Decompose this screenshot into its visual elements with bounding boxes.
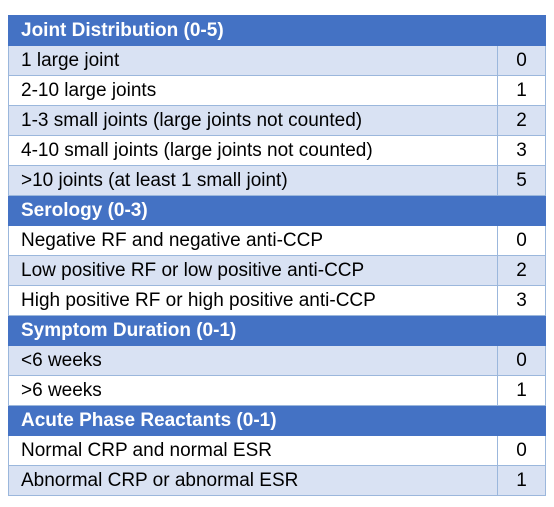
table-row: 2-10 large joints 1 xyxy=(8,75,546,106)
table-row: 4-10 small joints (large joints not coun… xyxy=(8,135,546,166)
table-row: >6 weeks 1 xyxy=(8,375,546,406)
criterion-label: <6 weeks xyxy=(8,345,498,376)
criterion-score: 0 xyxy=(497,225,546,256)
criterion-label: 4-10 small joints (large joints not coun… xyxy=(8,135,498,166)
criterion-score: 0 xyxy=(497,45,546,76)
criterion-score: 1 xyxy=(497,75,546,106)
criterion-score: 0 xyxy=(497,435,546,466)
section-title: Serology (0-3) xyxy=(8,195,498,226)
criterion-score: 1 xyxy=(497,375,546,406)
criterion-score: 1 xyxy=(497,465,546,496)
section-title: Joint Distribution (0-5) xyxy=(8,15,546,46)
criterion-label: 2-10 large joints xyxy=(8,75,498,106)
table-row: Abnormal CRP or abnormal ESR 1 xyxy=(8,465,546,496)
section-header-serology: Serology (0-3) xyxy=(8,195,546,226)
criterion-label: Low positive RF or low positive anti-CCP xyxy=(8,255,498,286)
criterion-score: 3 xyxy=(497,285,546,316)
criterion-label: 1-3 small joints (large joints not count… xyxy=(8,105,498,136)
criterion-score: 2 xyxy=(497,105,546,136)
table-row: Low positive RF or low positive anti-CCP… xyxy=(8,255,546,286)
criterion-label: Normal CRP and normal ESR xyxy=(8,435,498,466)
table-row: 1 large joint 0 xyxy=(8,45,546,76)
section-score-blank xyxy=(497,405,546,436)
table-row: Negative RF and negative anti-CCP 0 xyxy=(8,225,546,256)
criterion-label: Negative RF and negative anti-CCP xyxy=(8,225,498,256)
section-title: Acute Phase Reactants (0-1) xyxy=(8,405,498,436)
table-row: Normal CRP and normal ESR 0 xyxy=(8,435,546,466)
criterion-score: 5 xyxy=(497,165,546,196)
section-header-symptom-duration: Symptom Duration (0-1) xyxy=(8,315,546,346)
section-header-joint-distribution: Joint Distribution (0-5) xyxy=(8,15,546,46)
criterion-label: Abnormal CRP or abnormal ESR xyxy=(8,465,498,496)
table-row: >10 joints (at least 1 small joint) 5 xyxy=(8,165,546,196)
section-header-acute-phase-reactants: Acute Phase Reactants (0-1) xyxy=(8,405,546,436)
table-row: <6 weeks 0 xyxy=(8,345,546,376)
section-score-blank xyxy=(497,195,546,226)
table-row: 1-3 small joints (large joints not count… xyxy=(8,105,546,136)
criterion-score: 0 xyxy=(497,345,546,376)
section-title: Symptom Duration (0-1) xyxy=(8,315,498,346)
criterion-score: 2 xyxy=(497,255,546,286)
table-row: High positive RF or high positive anti-C… xyxy=(8,285,546,316)
criteria-table: Joint Distribution (0-5) 1 large joint 0… xyxy=(8,15,546,496)
criterion-label: >10 joints (at least 1 small joint) xyxy=(8,165,498,196)
section-score-blank xyxy=(497,315,546,346)
criterion-label: 1 large joint xyxy=(8,45,498,76)
criterion-score: 3 xyxy=(497,135,546,166)
criterion-label: High positive RF or high positive anti-C… xyxy=(8,285,498,316)
criterion-label: >6 weeks xyxy=(8,375,498,406)
